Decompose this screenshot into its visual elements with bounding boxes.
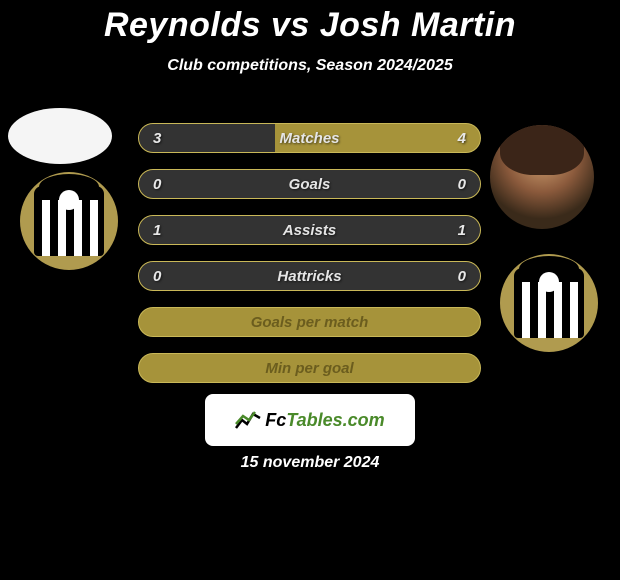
stat-row: 0 0 Hattricks (138, 261, 481, 291)
brand-suffix: Tables.com (286, 410, 384, 430)
stat-row: 0 0 Goals (138, 169, 481, 199)
subtitle: Club competitions, Season 2024/2025 (0, 57, 620, 75)
brand-text: FcTables.com (265, 410, 384, 431)
stat-label: Assists (283, 222, 336, 239)
stat-label: Hattricks (277, 268, 341, 285)
stat-row: Min per goal (138, 353, 481, 383)
stat-fill-right (310, 170, 481, 198)
stat-value-left: 3 (153, 130, 161, 147)
stat-label: Goals per match (251, 314, 369, 331)
club-crest-icon (34, 186, 104, 256)
stat-value-left: 0 (153, 176, 161, 193)
stat-value-left: 1 (153, 222, 161, 239)
stat-row: 1 1 Assists (138, 215, 481, 245)
stat-value-right: 1 (458, 222, 466, 239)
brand-prefix: Fc (265, 410, 286, 430)
stat-value-right: 0 (458, 176, 466, 193)
club-badge-right (500, 254, 598, 352)
stat-fill-left (139, 170, 310, 198)
club-badge-left (20, 172, 118, 270)
stat-value-left: 0 (153, 268, 161, 285)
chart-icon (235, 410, 261, 430)
stat-value-right: 0 (458, 268, 466, 285)
stat-value-right: 4 (458, 130, 466, 147)
stats-container: 3 4 Matches 0 0 Goals 1 1 Assists 0 0 Hattricks Goal… (138, 123, 481, 399)
stat-label: Goals (289, 176, 331, 193)
player-left-avatar (8, 108, 112, 164)
stat-row: Goals per match (138, 307, 481, 337)
stat-row: 3 4 Matches (138, 123, 481, 153)
page-title: Reynolds vs Josh Martin (0, 0, 620, 45)
club-crest-icon (514, 268, 584, 338)
date-line: 15 november 2024 (0, 454, 620, 472)
brand-box: FcTables.com (205, 394, 415, 446)
stat-label: Min per goal (265, 360, 353, 377)
stat-label: Matches (279, 130, 339, 147)
player-right-avatar (490, 125, 594, 229)
